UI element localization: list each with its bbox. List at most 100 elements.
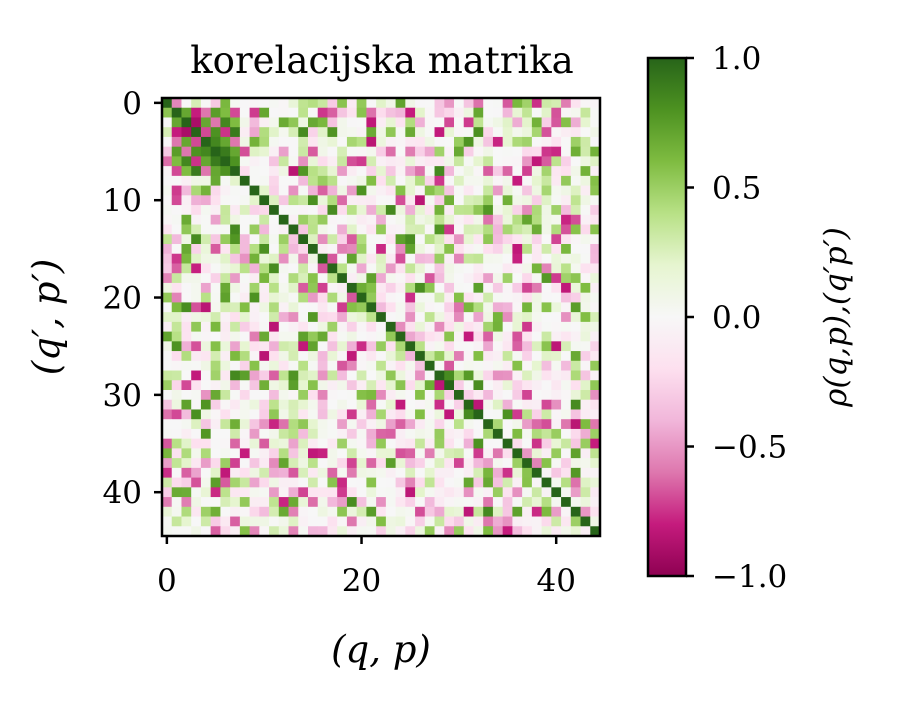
heatmap-cell	[249, 390, 260, 401]
heatmap-cell	[259, 351, 270, 362]
heatmap-cell	[162, 380, 173, 391]
heatmap-cell	[385, 146, 396, 157]
heatmap-cell	[259, 370, 270, 381]
heatmap-cell	[502, 467, 513, 478]
heatmap-cell	[502, 166, 513, 177]
heatmap-cell	[415, 175, 426, 186]
heatmap-cell	[551, 351, 562, 362]
heatmap-cell	[570, 185, 581, 196]
heatmap-cell	[570, 487, 581, 498]
heatmap-cell	[541, 487, 552, 498]
heatmap-cell	[463, 146, 474, 157]
heatmap-cell	[298, 185, 309, 196]
heatmap-cell	[492, 409, 504, 420]
heatmap-cell	[512, 419, 523, 430]
heatmap-cell	[200, 448, 212, 459]
heatmap-cell	[473, 312, 484, 323]
heatmap-cell	[561, 506, 572, 517]
heatmap-cell	[424, 282, 435, 294]
heatmap-cell	[551, 98, 562, 109]
heatmap-cell	[561, 292, 572, 303]
heatmap-cell	[444, 380, 455, 391]
heatmap-cell	[162, 409, 173, 420]
heatmap-cell	[210, 136, 221, 148]
heatmap-cell	[502, 526, 513, 537]
heatmap-cell	[308, 428, 319, 440]
heatmap-cell	[317, 224, 328, 235]
heatmap-cell	[317, 438, 328, 449]
heatmap-cell	[200, 136, 212, 148]
heatmap-cell	[551, 467, 562, 478]
heatmap-cell	[590, 136, 601, 148]
heatmap-cell	[366, 526, 377, 537]
heatmap-cell	[210, 331, 221, 342]
heatmap-cell	[288, 263, 299, 274]
heatmap-cell	[259, 487, 270, 498]
heatmap-cell	[415, 273, 426, 284]
heatmap-cell	[346, 185, 358, 196]
heatmap-cell	[171, 438, 182, 449]
heatmap-cell	[191, 370, 202, 381]
heatmap-cell	[541, 253, 552, 264]
heatmap-cell	[531, 399, 542, 410]
heatmap-cell	[366, 117, 377, 128]
heatmap-cell	[415, 195, 426, 206]
heatmap-cell	[444, 175, 455, 186]
heatmap-cell	[502, 175, 513, 186]
heatmap-cell	[366, 428, 377, 440]
heatmap-cell	[366, 477, 377, 488]
heatmap-cell	[308, 351, 319, 362]
heatmap-cell	[376, 282, 387, 294]
heatmap-cell	[181, 234, 192, 245]
heatmap-cell	[259, 185, 270, 196]
heatmap-cell	[376, 273, 387, 284]
heatmap-cell	[230, 107, 241, 118]
heatmap-cell	[327, 360, 338, 371]
heatmap-cell	[580, 107, 591, 118]
heatmap-cell	[415, 467, 426, 478]
heatmap-cell	[337, 175, 348, 186]
heatmap-cell	[385, 282, 396, 294]
heatmap-cell	[570, 166, 581, 177]
heatmap-cell	[434, 107, 445, 118]
heatmap-cell	[551, 127, 562, 138]
heatmap-cell	[463, 175, 474, 186]
heatmap-cell	[200, 351, 212, 362]
heatmap-cell	[230, 224, 241, 235]
heatmap-cell	[463, 448, 474, 459]
heatmap-cell	[454, 419, 465, 430]
heatmap-cell	[385, 370, 396, 381]
heatmap-cell	[444, 302, 455, 313]
heatmap-cell	[327, 506, 338, 517]
heatmap-cell	[522, 214, 533, 225]
heatmap-cell	[230, 205, 241, 216]
heatmap-cell	[366, 107, 377, 118]
heatmap-cell	[278, 428, 289, 440]
heatmap-cell	[308, 127, 319, 138]
heatmap-cell	[463, 351, 474, 362]
heatmap-cell	[483, 428, 494, 440]
heatmap-cell	[395, 390, 406, 401]
heatmap-cell	[346, 234, 358, 245]
heatmap-cell	[230, 156, 241, 167]
heatmap-cell	[200, 419, 212, 430]
heatmap-cell	[200, 292, 212, 303]
heatmap-cell	[502, 477, 513, 488]
heatmap-cell	[259, 419, 270, 430]
heatmap-cell	[346, 409, 358, 420]
heatmap-cell	[200, 302, 212, 313]
heatmap-cell	[376, 253, 387, 264]
heatmap-cell	[424, 107, 435, 118]
heatmap-cell	[376, 292, 387, 303]
heatmap-cell	[220, 205, 231, 216]
heatmap-cell	[210, 253, 221, 264]
heatmap-cell	[288, 487, 299, 498]
heatmap-cell	[590, 526, 601, 537]
heatmap-cell	[181, 487, 192, 498]
heatmap-cell	[171, 458, 182, 469]
heatmap-cell	[327, 98, 338, 109]
heatmap-cell	[376, 244, 387, 255]
heatmap-cell	[385, 175, 396, 186]
heatmap-cell	[570, 136, 581, 148]
heatmap-cell	[210, 438, 221, 449]
